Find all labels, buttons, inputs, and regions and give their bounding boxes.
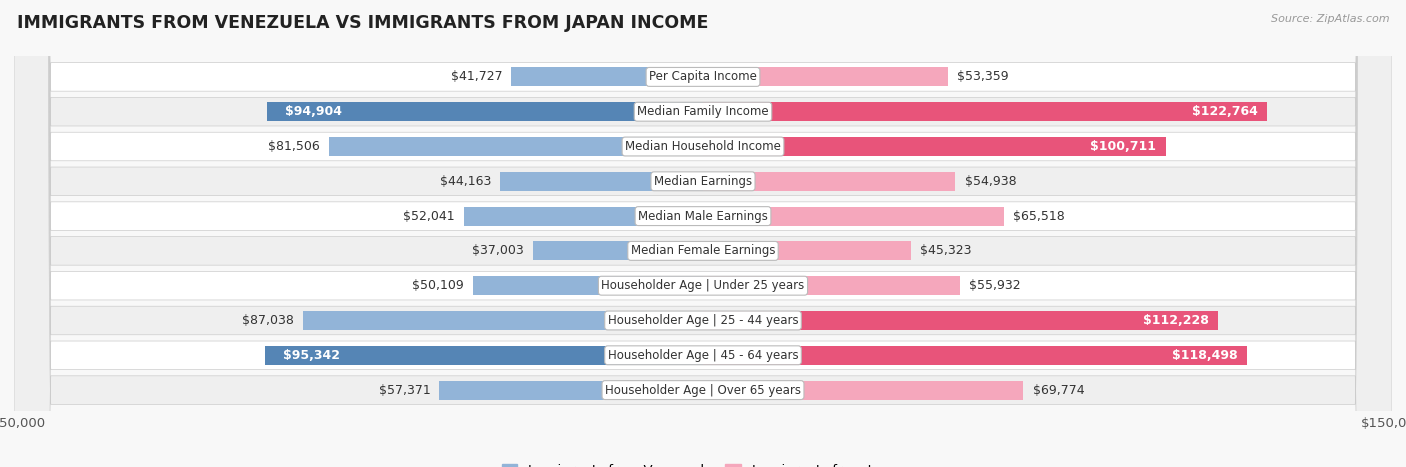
Text: Median Household Income: Median Household Income — [626, 140, 780, 153]
Text: $37,003: $37,003 — [472, 244, 524, 257]
Bar — [703, 206, 1004, 226]
Text: $53,359: $53,359 — [957, 71, 1010, 84]
FancyBboxPatch shape — [14, 0, 1392, 467]
Text: $69,774: $69,774 — [1032, 383, 1084, 396]
Bar — [703, 172, 955, 191]
FancyBboxPatch shape — [14, 0, 1392, 467]
Text: $94,904: $94,904 — [284, 105, 342, 118]
FancyBboxPatch shape — [14, 0, 1392, 467]
Text: $57,371: $57,371 — [378, 383, 430, 396]
Text: $50,109: $50,109 — [412, 279, 464, 292]
Text: $54,938: $54,938 — [965, 175, 1017, 188]
Text: $118,498: $118,498 — [1173, 349, 1239, 362]
Text: $65,518: $65,518 — [1014, 210, 1064, 223]
Bar — [703, 276, 960, 295]
Bar — [703, 311, 1219, 330]
Text: Median Male Earnings: Median Male Earnings — [638, 210, 768, 223]
Text: $81,506: $81,506 — [267, 140, 319, 153]
Text: Householder Age | 25 - 44 years: Householder Age | 25 - 44 years — [607, 314, 799, 327]
Bar — [703, 381, 1024, 400]
Text: $52,041: $52,041 — [404, 210, 454, 223]
FancyBboxPatch shape — [14, 0, 1392, 467]
Bar — [703, 67, 948, 86]
Text: Householder Age | Over 65 years: Householder Age | Over 65 years — [605, 383, 801, 396]
Bar — [329, 137, 703, 156]
Bar — [266, 346, 703, 365]
Bar — [533, 241, 703, 261]
Text: Source: ZipAtlas.com: Source: ZipAtlas.com — [1271, 14, 1389, 24]
FancyBboxPatch shape — [14, 0, 1392, 467]
Text: Householder Age | 45 - 64 years: Householder Age | 45 - 64 years — [607, 349, 799, 362]
Text: Median Earnings: Median Earnings — [654, 175, 752, 188]
FancyBboxPatch shape — [14, 0, 1392, 467]
Bar — [304, 311, 703, 330]
Bar — [703, 137, 1166, 156]
Bar — [472, 276, 703, 295]
Text: $122,764: $122,764 — [1192, 105, 1257, 118]
Text: IMMIGRANTS FROM VENEZUELA VS IMMIGRANTS FROM JAPAN INCOME: IMMIGRANTS FROM VENEZUELA VS IMMIGRANTS … — [17, 14, 709, 32]
Text: Median Family Income: Median Family Income — [637, 105, 769, 118]
Text: $55,932: $55,932 — [969, 279, 1021, 292]
Text: $87,038: $87,038 — [242, 314, 294, 327]
FancyBboxPatch shape — [14, 0, 1392, 467]
Bar — [440, 381, 703, 400]
Text: Median Female Earnings: Median Female Earnings — [631, 244, 775, 257]
Text: Per Capita Income: Per Capita Income — [650, 71, 756, 84]
FancyBboxPatch shape — [14, 0, 1392, 467]
Bar — [267, 102, 703, 121]
Bar — [703, 346, 1247, 365]
Text: $45,323: $45,323 — [921, 244, 972, 257]
Legend: Immigrants from Venezuela, Immigrants from Japan: Immigrants from Venezuela, Immigrants fr… — [496, 459, 910, 467]
FancyBboxPatch shape — [14, 0, 1392, 467]
Text: $41,727: $41,727 — [450, 71, 502, 84]
Text: $112,228: $112,228 — [1143, 314, 1209, 327]
Text: Householder Age | Under 25 years: Householder Age | Under 25 years — [602, 279, 804, 292]
Text: $95,342: $95,342 — [283, 349, 340, 362]
Bar — [512, 67, 703, 86]
Bar — [464, 206, 703, 226]
Bar — [703, 102, 1267, 121]
Text: $100,711: $100,711 — [1091, 140, 1156, 153]
FancyBboxPatch shape — [14, 0, 1392, 467]
Bar — [501, 172, 703, 191]
Bar — [703, 241, 911, 261]
Text: $44,163: $44,163 — [440, 175, 491, 188]
